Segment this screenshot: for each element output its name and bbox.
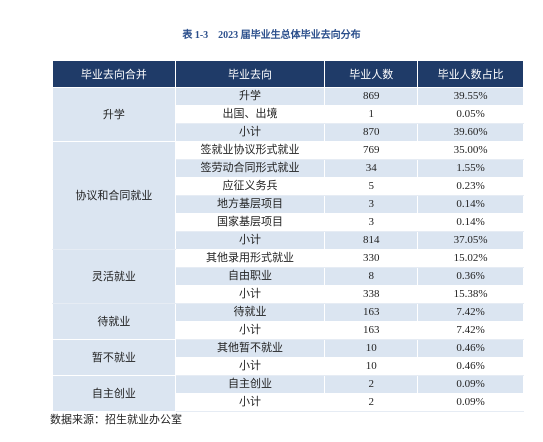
table-row: 国家基层项目 3 0.14% xyxy=(53,213,524,232)
header-cell: 毕业人数占比 xyxy=(417,60,524,88)
count-cell: 769 xyxy=(324,141,419,160)
header-cell: 毕业人数 xyxy=(324,60,419,88)
table-row: 小计 2 0.09% xyxy=(53,393,524,412)
count-cell: 5 xyxy=(324,177,419,196)
destination-cell: 其他录用形式就业 xyxy=(174,249,326,268)
percent-cell: 0.46% xyxy=(417,357,524,376)
count-cell: 814 xyxy=(324,231,419,250)
count-cell: 3 xyxy=(324,195,419,214)
percent-cell: 15.38% xyxy=(417,285,524,304)
table-row: 协议和合同就业 签就业协议形式就业 769 35.00% xyxy=(52,141,524,250)
destination-cell: 小计 xyxy=(174,393,326,412)
count-cell: 10 xyxy=(324,339,419,358)
group-cell: 暂不就业 xyxy=(52,339,176,376)
destination-cell: 小计 xyxy=(174,123,326,142)
destination-cell: 签就业协议形式就业 xyxy=(174,141,326,160)
destination-cell: 小计 xyxy=(174,231,326,250)
header-cell: 毕业去向 xyxy=(174,60,326,88)
count-cell: 10 xyxy=(324,357,419,376)
group-cell: 自主创业 xyxy=(52,375,176,412)
count-cell: 34 xyxy=(324,159,419,178)
percent-cell: 0.14% xyxy=(417,213,524,232)
table-row: 小计 10 0.46% xyxy=(53,357,524,376)
percent-cell: 39.60% xyxy=(417,123,524,142)
table-row: 自由职业 8 0.36% xyxy=(53,267,524,286)
destination-cell: 自由职业 xyxy=(174,267,326,286)
group-cell: 灵活就业 xyxy=(52,249,176,304)
table-row: 小计 870 39.60% xyxy=(53,123,524,142)
count-cell: 163 xyxy=(324,303,419,322)
destination-cell: 国家基层项目 xyxy=(174,213,326,232)
percent-cell: 39.55% xyxy=(417,87,524,106)
table-row: 小计 814 37.05% xyxy=(53,231,524,250)
table-row: 暂不就业 其他暂不就业 10 0.46% xyxy=(52,339,524,376)
table-title: 表 1-3 2023 届毕业生总体毕业去向分布 xyxy=(182,30,361,41)
destination-cell: 小计 xyxy=(174,285,326,304)
header-cell: 毕业去向合并 xyxy=(52,60,176,88)
count-cell: 869 xyxy=(324,87,419,106)
percent-cell: 7.42% xyxy=(417,321,524,340)
count-cell: 2 xyxy=(324,393,419,412)
destination-cell: 升学 xyxy=(174,87,326,106)
percent-cell: 0.23% xyxy=(417,177,524,196)
percent-cell: 15.02% xyxy=(417,249,524,268)
table-row: 小计 338 15.38% xyxy=(53,285,524,304)
table-row: 待就业 待就业 163 7.42% xyxy=(52,303,524,340)
percent-cell: 1.55% xyxy=(417,159,524,178)
table: 毕业去向合并 毕业去向 毕业人数 毕业人数占比 升学 升学 869 39.55% 出国、出境 1… xyxy=(52,60,524,412)
count-cell: 1 xyxy=(324,105,419,124)
percent-cell: 7.42% xyxy=(417,303,524,322)
destination-cell: 签劳动合同形式就业 xyxy=(174,159,326,178)
count-cell: 8 xyxy=(324,267,419,286)
percent-cell: 0.05% xyxy=(417,105,524,124)
group-cell: 协议和合同就业 xyxy=(52,141,176,250)
group-cell: 升学 xyxy=(52,87,176,142)
percent-cell: 0.36% xyxy=(417,267,524,286)
table-row: 自主创业 自主创业 2 0.09% xyxy=(52,375,524,412)
percent-cell: 0.14% xyxy=(417,195,524,214)
destination-cell: 自主创业 xyxy=(174,375,326,394)
source-note: 数据来源：招生就业办公室 xyxy=(50,413,182,426)
count-cell: 330 xyxy=(324,249,419,268)
destination-cell: 应征义务兵 xyxy=(174,177,326,196)
table-row: 灵活就业 其他录用形式就业 330 15.02% xyxy=(52,249,524,304)
table-row: 升学 升学 869 39.55% xyxy=(52,87,524,142)
destination-cell: 其他暂不就业 xyxy=(174,339,326,358)
group-cell: 待就业 xyxy=(52,303,176,340)
destination-cell: 待就业 xyxy=(174,303,326,322)
count-cell: 163 xyxy=(324,321,419,340)
percent-cell: 0.09% xyxy=(417,375,524,394)
percent-cell: 0.09% xyxy=(417,393,524,412)
count-cell: 870 xyxy=(324,123,419,142)
count-cell: 3 xyxy=(324,213,419,232)
percent-cell: 0.46% xyxy=(417,339,524,358)
table-row: 小计 163 7.42% xyxy=(53,321,524,340)
percent-cell: 35.00% xyxy=(417,141,524,160)
destination-cell: 地方基层项目 xyxy=(174,195,326,214)
count-cell: 2 xyxy=(324,375,419,394)
destination-cell: 小计 xyxy=(174,357,326,376)
count-cell: 338 xyxy=(324,285,419,304)
destination-cell: 出国、出境 xyxy=(174,105,326,124)
percent-cell: 37.05% xyxy=(417,231,524,250)
destination-cell: 小计 xyxy=(174,321,326,340)
